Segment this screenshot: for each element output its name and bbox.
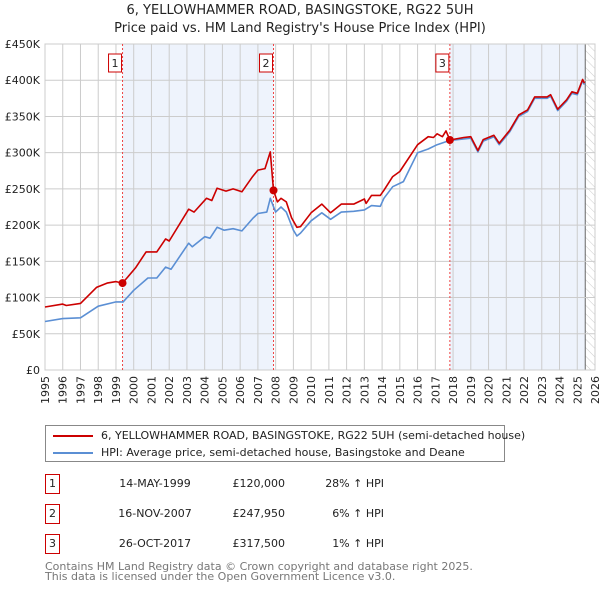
y-tick-label: £250K [5, 183, 41, 196]
x-tick-label: 2004 [199, 376, 212, 404]
sale-marker-label: 3 [435, 53, 450, 73]
sale-number: 2 [45, 504, 60, 524]
footer-licence: This data is licensed under the Open Gov… [45, 570, 396, 583]
x-tick-label: 2001 [145, 376, 158, 404]
x-tick-label: 2018 [447, 376, 460, 404]
sale-number: 1 [45, 474, 60, 494]
y-tick-label: £150K [5, 255, 41, 268]
x-tick-label: 2022 [518, 376, 531, 404]
x-tick-label: 2016 [412, 376, 425, 404]
legend-line-red [53, 435, 93, 437]
x-tick-label: 2006 [234, 376, 247, 404]
x-tick-label: 2009 [287, 376, 300, 404]
x-tick-label: 1995 [39, 376, 52, 404]
legend-label: HPI: Average price, semi-detached house,… [101, 446, 465, 459]
y-tick-label: £0 [26, 364, 40, 377]
sale-marker-label: 1 [108, 53, 123, 73]
x-tick-label: 2005 [216, 376, 229, 404]
sale-hpi-diff: 6% ↑ HPI [332, 507, 384, 520]
footer-copyright: Contains HM Land Registry data © Crown c… [45, 560, 473, 573]
x-tick-label: 1998 [92, 376, 105, 404]
legend-item-hpi: HPI: Average price, semi-detached house,… [46, 445, 504, 461]
y-tick-label: £350K [5, 110, 41, 123]
x-tick-label: 2008 [270, 376, 283, 404]
x-tick-label: 2020 [483, 376, 496, 404]
x-tick-label: 2015 [394, 376, 407, 404]
y-tick-label: £100K [5, 292, 41, 305]
sale-price: £247,950 [232, 507, 286, 520]
price-chart: 1995 1996 1997 1998 1999 2000 2001 2002 2003 2004… [5, 38, 600, 404]
y-tick-label: £400K [5, 74, 41, 87]
sale-point [269, 186, 278, 195]
y-tick-label: £200K [5, 219, 41, 232]
sale-marker-box [108, 53, 123, 73]
x-tick-label: 2011 [323, 376, 336, 404]
x-tick-label: 2014 [376, 376, 389, 404]
sale-date: 16-NOV-2007 [118, 507, 192, 520]
y-tick-label: £300K [5, 147, 41, 160]
x-tick-label: 2000 [128, 376, 141, 404]
plot-border [44, 43, 596, 371]
chart-subtitle: Price paid vs. HM Land Registry's House … [114, 21, 486, 36]
sale-date: 14-MAY-1999 [119, 477, 191, 490]
chart-title: 6, YELLOWHAMMER ROAD, BASINGSTOKE, RG22 … [126, 3, 474, 18]
x-tick-label: 2017 [429, 376, 442, 404]
sale-date: 26-OCT-2017 [118, 537, 192, 550]
legend-item-property: 6, YELLOWHAMMER ROAD, BASINGSTOKE, RG22 … [46, 428, 525, 444]
x-tick-label: 2002 [163, 376, 176, 404]
sale-row: 1 14-MAY-1999 £120,000 28% ↑ HPI [45, 474, 445, 494]
sale-hpi-diff: 28% ↑ HPI [325, 477, 384, 490]
shaded-period [449, 44, 586, 370]
sale-row: 3 26-OCT-2017 £317,500 1% ↑ HPI [45, 534, 445, 554]
sale-marker-box [435, 53, 450, 73]
x-tick-label: 2019 [465, 376, 478, 404]
forecast-hatch [585, 44, 595, 370]
x-tick-label: 1997 [74, 376, 87, 404]
x-tick-label: 2007 [252, 376, 265, 404]
sale-point [445, 135, 454, 144]
x-tick-label: 2021 [500, 376, 513, 404]
sale-marker-number: 2 [263, 57, 270, 70]
sale-point [118, 279, 127, 288]
sale-price: £317,500 [232, 537, 286, 550]
x-tick-label: 1999 [110, 376, 123, 404]
x-tick-label: 2010 [305, 376, 318, 404]
x-tick-label: 2003 [181, 376, 194, 404]
x-tick-label: 2026 [589, 376, 600, 404]
x-tick-label: 1996 [57, 376, 70, 404]
x-tick-label: 2024 [554, 376, 567, 404]
legend: 6, YELLOWHAMMER ROAD, BASINGSTOKE, RG22 … [45, 425, 525, 462]
sale-number: 3 [45, 534, 60, 554]
sale-hpi-diff: 1% ↑ HPI [332, 537, 384, 550]
property-price-line [44, 78, 586, 308]
sale-marker-number: 1 [112, 57, 119, 70]
legend-line-blue [53, 452, 93, 454]
sale-marker-box [259, 53, 274, 73]
sale-marker-number: 3 [439, 57, 446, 70]
sale-marker-label: 2 [259, 53, 274, 73]
sale-row: 2 16-NOV-2007 £247,950 6% ↑ HPI [45, 504, 445, 524]
x-tick-label: 2023 [536, 376, 549, 404]
sale-price: £120,000 [232, 477, 286, 490]
x-tick-label: 2012 [341, 376, 354, 404]
x-tick-label: 2013 [358, 376, 371, 404]
y-tick-label: £50K [12, 328, 41, 341]
legend-label: 6, YELLOWHAMMER ROAD, BASINGSTOKE, RG22 … [101, 429, 526, 442]
x-tick-label: 2025 [571, 376, 584, 404]
y-tick-label: £450K [5, 38, 41, 51]
